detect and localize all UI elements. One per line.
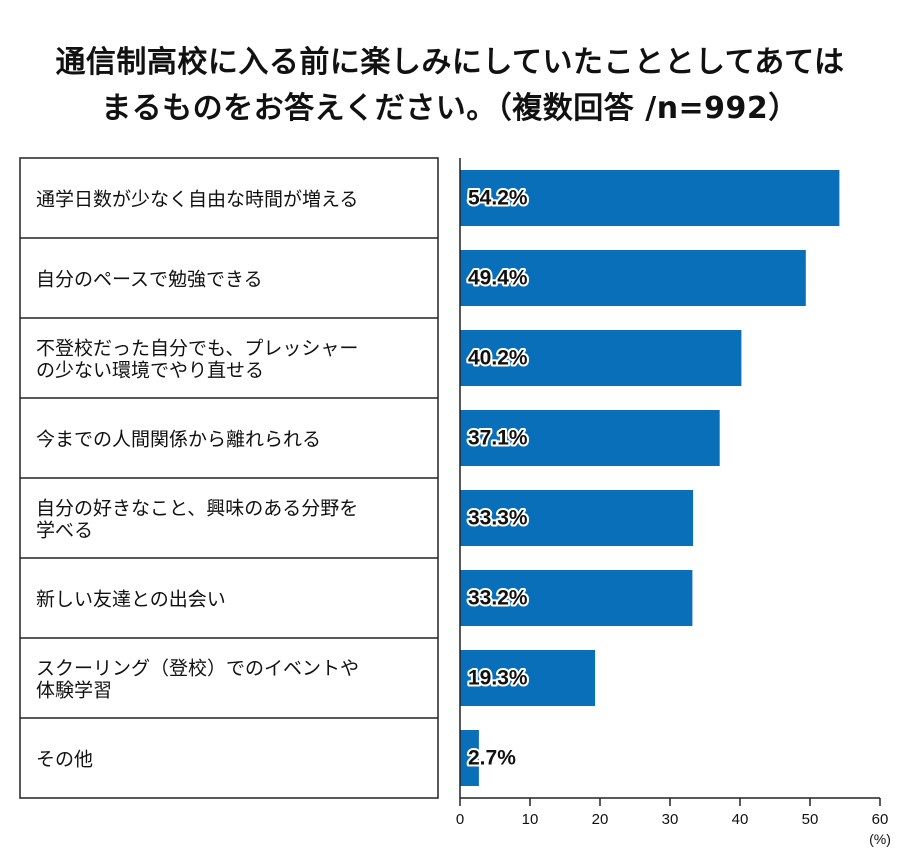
bar [460,330,742,386]
category-label: 体験学習 [36,680,112,702]
bar [460,570,693,626]
bar [460,490,694,546]
x-tick-label: 40 [732,811,749,828]
bar-value-label: 33.3% [468,507,528,530]
category-label: その他 [36,749,93,771]
bar-value-label: 19.3% [468,667,528,690]
chart-title: 通信制高校に入る前に楽しみにしていたこととしてあては まるものをお答えください。… [0,40,900,132]
x-tick-label: 50 [802,811,819,828]
category-label: 今までの人間関係から離れられる [36,429,321,451]
bar [460,250,806,306]
x-axis-unit-label: (%) [869,831,891,847]
bar-value-label: 54.2% [468,187,528,210]
category-label: 通学日数が少なく自由な時間が増える [36,189,358,211]
x-tick-label: 20 [592,811,609,828]
x-tick-label: 10 [522,811,539,828]
bar [460,730,479,786]
bar-value-label: 49.4% [468,267,528,290]
x-tick-label: 60 [872,811,889,828]
category-label: の少ない環境でやり直せる [36,360,264,382]
category-label: 不登校だった自分でも、プレッシャー [36,338,358,360]
x-tick-label: 0 [456,811,464,828]
bar-value-label: 33.2% [468,587,528,610]
category-label: 新しい友達との出会い [36,589,226,611]
x-tick-label: 30 [662,811,679,828]
bar-value-label: 37.1% [468,427,528,450]
category-label: スクーリング（登校）でのイベントや [36,658,359,680]
bar [460,410,720,466]
category-label: 学べる [36,520,93,542]
bar-value-label: 40.2% [468,347,528,370]
bar [460,650,596,706]
category-label: 自分のペースで勉強できる [36,269,263,291]
bar [460,170,840,226]
bar-value-label: 2.7% [468,747,516,770]
chart-title-line-1: 通信制高校に入る前に楽しみにしていたこととしてあては [55,45,845,80]
category-label: 自分の好きなこと、興味のある分野を [36,498,358,520]
chart-title-line-2: まるものをお答えください。（複数回答 /n=992） [101,91,799,126]
